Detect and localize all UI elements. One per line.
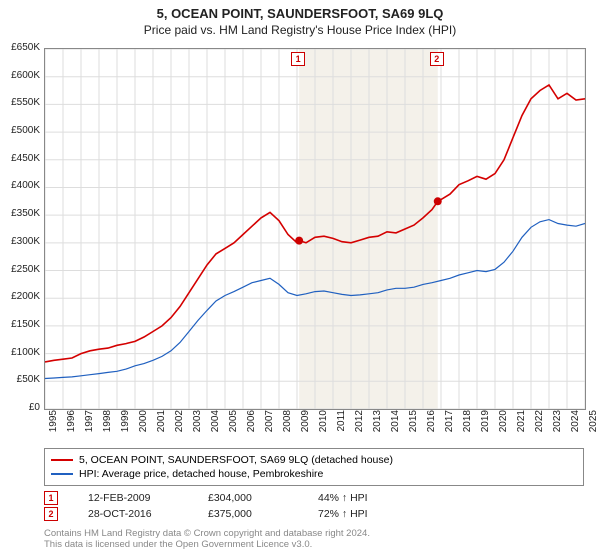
chart-container: 5, OCEAN POINT, SAUNDERSFOOT, SA69 9LQ P…: [0, 0, 600, 560]
y-tick-label: £600K: [0, 70, 40, 81]
y-tick-label: £350K: [0, 208, 40, 219]
x-tick-label: 2003: [192, 410, 203, 440]
y-tick-label: £50K: [0, 374, 40, 385]
x-tick-label: 2002: [174, 410, 185, 440]
sale-date: 28-OCT-2016: [68, 508, 198, 520]
y-tick-label: £300K: [0, 236, 40, 247]
legend-swatch: [51, 459, 73, 461]
legend: 5, OCEAN POINT, SAUNDERSFOOT, SA69 9LQ (…: [44, 448, 584, 486]
sales-table: 1 12-FEB-2009 £304,000 44% ↑ HPI 2 28-OC…: [44, 490, 584, 522]
footnote: Contains HM Land Registry data © Crown c…: [44, 528, 584, 551]
legend-label: HPI: Average price, detached house, Pemb…: [79, 468, 323, 480]
x-tick-label: 2007: [264, 410, 275, 440]
x-tick-label: 2005: [228, 410, 239, 440]
legend-swatch: [51, 473, 73, 475]
legend-label: 5, OCEAN POINT, SAUNDERSFOOT, SA69 9LQ (…: [79, 454, 393, 466]
x-tick-label: 1997: [84, 410, 95, 440]
x-tick-label: 2023: [552, 410, 563, 440]
sale-pct-vs-hpi: 72% ↑ HPI: [318, 508, 418, 520]
chart-svg: [45, 49, 585, 409]
x-tick-label: 2010: [318, 410, 329, 440]
chart-subtitle: Price paid vs. HM Land Registry's House …: [0, 21, 600, 37]
sale-price: £375,000: [208, 508, 308, 520]
x-tick-label: 2025: [588, 410, 599, 440]
y-tick-label: £100K: [0, 347, 40, 358]
sales-row: 2 28-OCT-2016 £375,000 72% ↑ HPI: [44, 506, 584, 522]
x-tick-label: 2019: [480, 410, 491, 440]
x-tick-label: 2015: [408, 410, 419, 440]
y-tick-label: £400K: [0, 180, 40, 191]
y-tick-label: £500K: [0, 125, 40, 136]
x-tick-label: 2013: [372, 410, 383, 440]
y-tick-label: £450K: [0, 153, 40, 164]
x-tick-label: 2024: [570, 410, 581, 440]
x-tick-label: 2000: [138, 410, 149, 440]
x-tick-label: 1996: [66, 410, 77, 440]
x-tick-label: 1998: [102, 410, 113, 440]
x-tick-label: 2012: [354, 410, 365, 440]
x-tick-label: 2001: [156, 410, 167, 440]
marker-badge: 2: [44, 507, 58, 521]
x-tick-label: 1995: [48, 410, 59, 440]
chart-title: 5, OCEAN POINT, SAUNDERSFOOT, SA69 9LQ: [0, 0, 600, 21]
y-tick-label: £200K: [0, 291, 40, 302]
x-tick-label: 2004: [210, 410, 221, 440]
x-tick-label: 2017: [444, 410, 455, 440]
event-marker-badge: 2: [430, 52, 444, 66]
x-tick-label: 2014: [390, 410, 401, 440]
y-tick-label: £150K: [0, 319, 40, 330]
legend-item: 5, OCEAN POINT, SAUNDERSFOOT, SA69 9LQ (…: [51, 453, 577, 467]
x-tick-label: 2018: [462, 410, 473, 440]
marker-badge: 1: [44, 491, 58, 505]
x-tick-label: 2008: [282, 410, 293, 440]
x-tick-label: 1999: [120, 410, 131, 440]
legend-item: HPI: Average price, detached house, Pemb…: [51, 467, 577, 481]
event-marker-badge: 1: [291, 52, 305, 66]
sales-row: 1 12-FEB-2009 £304,000 44% ↑ HPI: [44, 490, 584, 506]
footnote-line: This data is licensed under the Open Gov…: [44, 539, 584, 550]
sale-date: 12-FEB-2009: [68, 492, 198, 504]
x-tick-label: 2022: [534, 410, 545, 440]
y-tick-label: £650K: [0, 42, 40, 53]
footnote-line: Contains HM Land Registry data © Crown c…: [44, 528, 584, 539]
x-tick-label: 2009: [300, 410, 311, 440]
y-tick-label: £250K: [0, 264, 40, 275]
x-tick-label: 2016: [426, 410, 437, 440]
y-tick-label: £550K: [0, 97, 40, 108]
sale-price: £304,000: [208, 492, 308, 504]
x-tick-label: 2020: [498, 410, 509, 440]
plot-area: [44, 48, 586, 410]
x-tick-label: 2021: [516, 410, 527, 440]
y-tick-label: £0: [0, 402, 40, 413]
x-tick-label: 2011: [336, 410, 347, 440]
x-tick-label: 2006: [246, 410, 257, 440]
sale-pct-vs-hpi: 44% ↑ HPI: [318, 492, 418, 504]
